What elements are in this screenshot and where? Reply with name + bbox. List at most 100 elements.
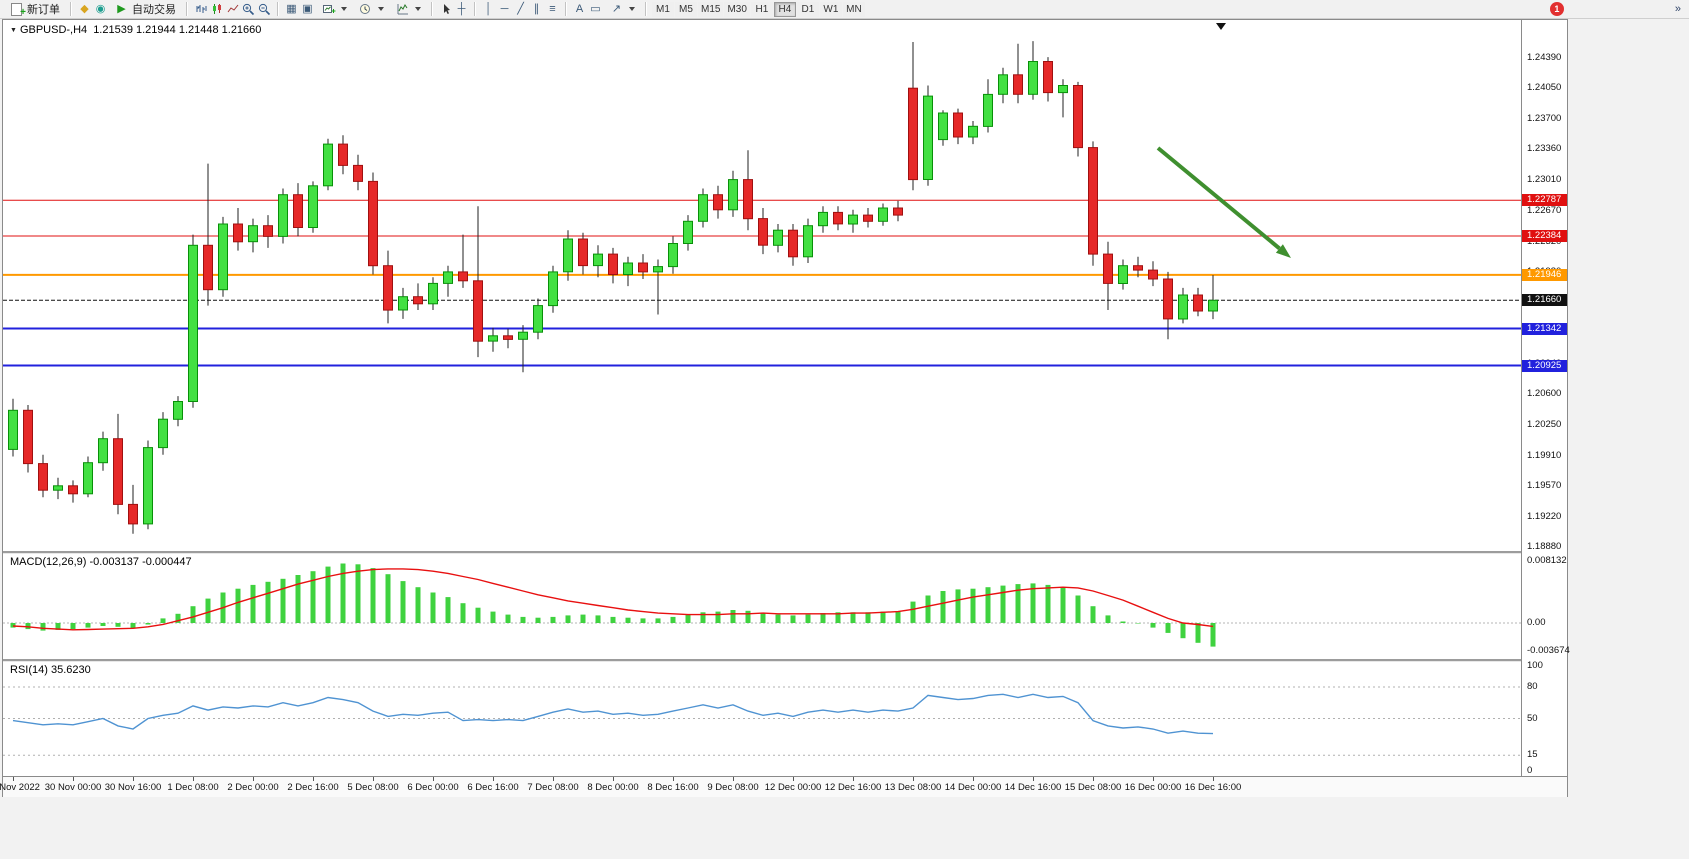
text-label-icon[interactable]: ▭ (590, 2, 601, 15)
line-chart-icon[interactable] (225, 2, 240, 17)
bear-candle (1073, 85, 1083, 149)
profiles-button[interactable] (353, 1, 389, 18)
macd-bar (700, 612, 706, 623)
macd-bar (1105, 615, 1111, 623)
timeframe-m5-button[interactable]: M5 (675, 1, 697, 17)
candlestick-chart-icon[interactable] (209, 2, 224, 17)
timeframe-w1-button[interactable]: W1 (819, 1, 842, 17)
macd-histogram (10, 563, 1216, 647)
zoom-out-icon[interactable] (257, 2, 272, 17)
macd-bar (445, 597, 451, 623)
macd-bar (535, 617, 541, 623)
bull-candle (248, 225, 258, 243)
rsi-label: RSI(14) 35.6230 (10, 664, 91, 676)
trendline-icon[interactable]: ╱ (517, 2, 524, 15)
macd-bar (190, 606, 196, 623)
cascade-windows-icon[interactable]: ▣ (302, 2, 313, 15)
window-marker-icon: ▼ (10, 27, 17, 34)
timeframe-d1-button[interactable]: D1 (796, 1, 819, 17)
macd-bar (310, 571, 316, 623)
macd-bar (850, 612, 856, 623)
timeframe-m15-button[interactable]: M15 (698, 1, 724, 17)
diamond-icon[interactable]: ◆ (80, 2, 89, 15)
timeframe-h4-button[interactable]: H4 (773, 1, 796, 17)
pane-splitter[interactable] (3, 551, 1567, 554)
bull-candle (218, 223, 228, 291)
trend-arrow-shaft[interactable] (1156, 146, 1281, 250)
fibonacci-icon[interactable]: ≡ (549, 2, 556, 15)
arrows-button[interactable]: ↗ (604, 1, 640, 18)
channel-icon[interactable]: ∥ (533, 2, 540, 15)
bear-candle (458, 271, 468, 282)
bar-chart-icon[interactable] (193, 2, 208, 17)
timeframe-m1-button[interactable]: M1 (652, 1, 674, 17)
bear-candle (788, 229, 798, 258)
toolbar-separator (645, 2, 647, 16)
macd-bar (235, 588, 241, 623)
autotrading-button[interactable]: ▶ 自动交易 (109, 1, 181, 18)
macd-bar (580, 614, 586, 623)
bull-candle (1118, 265, 1128, 284)
macd-canvas[interactable] (3, 553, 1521, 659)
bull-candle (83, 462, 93, 495)
macd-bar (1195, 623, 1201, 643)
macd-bar (1015, 584, 1021, 623)
arrow-tool-icon: ↗ (611, 2, 622, 15)
macd-bar (880, 611, 886, 623)
timeframe-h1-button[interactable]: H1 (750, 1, 773, 17)
axis-scale-label: 1.18880 (1527, 541, 1562, 552)
macd-bar (520, 616, 526, 623)
timeframe-mn-button[interactable]: MN (842, 1, 865, 17)
horizontal-line-icon[interactable]: ─ (500, 2, 509, 15)
macd-bar (10, 623, 16, 628)
cursor-icon[interactable] (438, 2, 453, 17)
macd-bar (205, 598, 211, 623)
chart-window[interactable]: ▼ GBPUSD-,H4 1.21539 1.21944 1.21448 1.216… (0, 19, 1570, 797)
tile-windows-icon[interactable]: ▦ (286, 2, 297, 15)
price-axis[interactable]: 1.24390 1.24050 1.23700 1.23360 1.23010 1.226… (1522, 20, 1570, 776)
time-axis-label: 14 Dec 16:00 (1004, 782, 1062, 793)
time-tick (493, 777, 494, 781)
new-chart-button[interactable] (316, 1, 352, 18)
bear-candle (263, 225, 273, 237)
price-chart-canvas[interactable] (3, 20, 1521, 551)
pane-splitter[interactable] (3, 659, 1567, 662)
vertical-line-icon[interactable]: │ (485, 2, 492, 15)
time-axis-label: 30 Nov 16:00 (104, 782, 162, 793)
bear-candle (23, 409, 33, 465)
bear-candle (1193, 294, 1203, 312)
circle-icon[interactable]: ◉ (95, 2, 106, 15)
macd-bar (175, 613, 181, 623)
notification-badge[interactable]: 1 (1549, 2, 1564, 16)
macd-bar (805, 614, 811, 623)
toolbar-overflow-icon[interactable]: » (1674, 3, 1681, 15)
macd-bar (1075, 595, 1081, 623)
macd-bar (475, 607, 481, 623)
macd-bar (340, 563, 346, 623)
new-order-icon (9, 2, 26, 20)
zoom-in-icon[interactable] (241, 2, 256, 17)
axis-scale-label: 0.00 (1527, 617, 1546, 628)
timeframe-m30-button[interactable]: M30 (724, 1, 750, 17)
macd-bar (430, 592, 436, 623)
macd-bar (55, 623, 61, 630)
time-axis-label: 15 Dec 08:00 (1064, 782, 1122, 793)
macd-bar (490, 611, 496, 623)
indicators-button[interactable] (390, 1, 426, 18)
bull-candle (968, 125, 978, 138)
time-axis-label: 5 Dec 08:00 (347, 782, 399, 793)
bull-candle (878, 207, 888, 222)
bull-candle (1028, 61, 1038, 95)
text-icon[interactable]: A (575, 2, 584, 15)
macd-bar (925, 595, 931, 623)
time-axis-label: 29 Nov 2022 (0, 782, 40, 793)
price-tag: 1.20925 (1522, 360, 1567, 372)
bull-candle (728, 179, 738, 211)
crosshair-icon[interactable]: ┼ (457, 2, 466, 15)
macd-bar (865, 612, 871, 623)
new-order-button[interactable]: 新订单 (4, 1, 65, 20)
rsi-canvas[interactable] (3, 661, 1521, 776)
trend-arrow-head[interactable] (1275, 244, 1291, 258)
